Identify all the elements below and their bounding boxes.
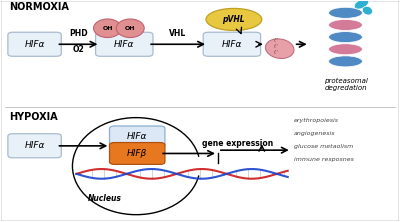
Text: immune resposnes: immune resposnes xyxy=(294,157,354,162)
Ellipse shape xyxy=(116,19,144,38)
FancyBboxPatch shape xyxy=(203,32,260,56)
Text: HIFβ: HIFβ xyxy=(127,149,147,158)
Text: ι''
ι''
ι'': ι'' ι'' ι'' xyxy=(273,38,278,55)
Text: Nucleus: Nucleus xyxy=(87,194,121,202)
Ellipse shape xyxy=(266,39,294,58)
FancyBboxPatch shape xyxy=(110,143,165,164)
Ellipse shape xyxy=(206,8,262,30)
Ellipse shape xyxy=(354,0,369,9)
Ellipse shape xyxy=(362,6,372,15)
Text: HIFα: HIFα xyxy=(127,132,148,141)
Text: proteasomal
degredation: proteasomal degredation xyxy=(324,78,368,91)
FancyBboxPatch shape xyxy=(96,32,153,56)
Text: erythropoiesis: erythropoiesis xyxy=(294,118,339,123)
Ellipse shape xyxy=(328,44,362,55)
Ellipse shape xyxy=(328,32,362,43)
Text: PHD: PHD xyxy=(69,29,88,38)
FancyBboxPatch shape xyxy=(110,126,165,148)
Ellipse shape xyxy=(328,7,362,18)
Text: OH: OH xyxy=(125,26,136,31)
Text: HIFα: HIFα xyxy=(24,40,45,49)
FancyBboxPatch shape xyxy=(8,32,61,56)
Text: angiogenesis: angiogenesis xyxy=(294,131,335,136)
Ellipse shape xyxy=(328,20,362,30)
Ellipse shape xyxy=(328,56,362,67)
Text: OH: OH xyxy=(102,26,113,31)
Text: O2: O2 xyxy=(72,45,84,54)
Text: HIFα: HIFα xyxy=(222,40,242,49)
Text: glucose metaolism: glucose metaolism xyxy=(294,144,353,149)
Text: HIFα: HIFα xyxy=(114,40,134,49)
Ellipse shape xyxy=(94,19,122,38)
Text: HYPOXIA: HYPOXIA xyxy=(9,112,57,122)
Text: HIFα: HIFα xyxy=(24,141,45,150)
Text: VHL: VHL xyxy=(170,29,187,38)
Text: pVHL: pVHL xyxy=(222,15,245,24)
Text: gene expression: gene expression xyxy=(202,139,274,148)
Text: NORMOXIA: NORMOXIA xyxy=(9,2,68,12)
FancyBboxPatch shape xyxy=(8,134,61,158)
